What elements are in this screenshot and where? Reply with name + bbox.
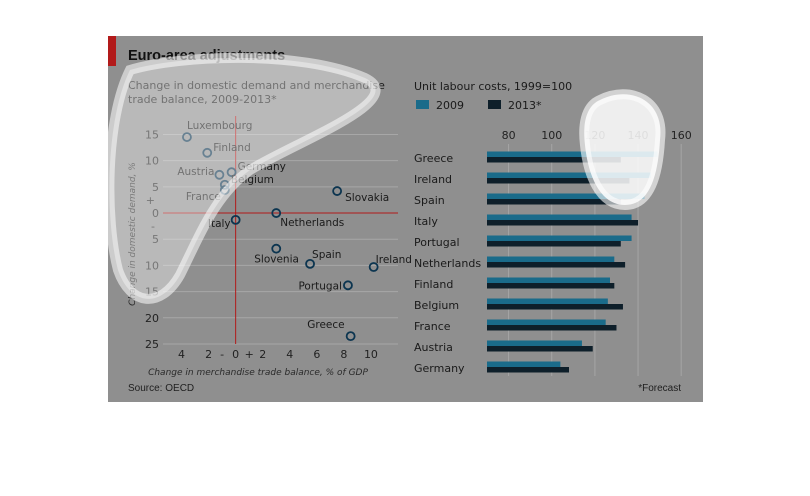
scatter-point [332, 186, 343, 196]
scatter-point [230, 214, 241, 225]
scatter-point [345, 331, 356, 342]
scatter-point [343, 280, 353, 291]
legend-label: 2009 [436, 99, 464, 112]
scatter-x-tick-label: 0 [232, 348, 239, 361]
scatter-y-tick-label: 5 [152, 181, 159, 194]
bar [487, 241, 621, 247]
scatter-point-label: Slovakia [345, 192, 389, 204]
scatter-x-tick-label: 4 [286, 348, 293, 361]
bar-chart: 20092013*80100120140160GreeceIrelandSpai… [414, 99, 692, 376]
scatter-point [202, 147, 213, 158]
bar-x-tick-label: 80 [502, 129, 516, 142]
bar-category-label: Spain [414, 194, 445, 207]
bar-category-label: France [414, 320, 451, 333]
scatter-y-sign-minus: - [151, 220, 155, 233]
bar [487, 304, 623, 310]
bar [487, 325, 617, 331]
scatter-point [271, 208, 282, 218]
scatter-x-tick-label: 4 [178, 348, 185, 361]
source-note: Source: OECD [128, 383, 195, 394]
bar-category-label: Austria [414, 341, 453, 354]
bar-x-tick-label: 100 [541, 129, 562, 142]
scatter-x-tick-label: 2 [205, 348, 212, 361]
scatter-x-axis-label: Change in merchandise trade balance, % o… [148, 368, 368, 378]
scatter-x-tick-label: 6 [313, 348, 320, 361]
bar [487, 283, 615, 289]
scatter-y-tick-label: 10 [145, 259, 159, 272]
bar-chart-title: Unit labour costs, 1999=100 [414, 80, 573, 93]
scatter-point-label: Luxembourg [187, 120, 252, 132]
bar [487, 151, 658, 157]
scatter-y-tick-label: 0 [152, 207, 159, 220]
bar-category-label: Germany [414, 362, 465, 375]
scatter-point [214, 169, 225, 180]
bar [487, 298, 608, 304]
scatter-x-sign-minus: - [220, 348, 224, 361]
bar [487, 277, 610, 283]
scatter-title: Change in domestic demand and merchandis… [128, 79, 385, 106]
scatter-y-tick-label: 10 [145, 155, 159, 168]
scatter-point-label: Austria [177, 166, 214, 178]
bar [487, 199, 621, 205]
bar [487, 157, 621, 163]
scatter-point-label: Italy [208, 218, 231, 230]
bar-category-label: Ireland [414, 173, 452, 186]
bar [487, 340, 582, 346]
bar [487, 193, 645, 199]
scatter-point-label: Netherlands [280, 217, 344, 229]
scatter-point-label: Portugal [298, 280, 342, 292]
scatter-point [226, 167, 237, 178]
legend-label: 2013* [508, 99, 542, 112]
scatter-point [368, 262, 379, 272]
forecast-footnote: *Forecast [638, 383, 681, 394]
bar [487, 235, 632, 241]
bar [487, 346, 593, 352]
scatter-point-label: Slovenia [254, 254, 299, 266]
bar [487, 361, 561, 367]
scatter-y-tick-label: 15 [145, 128, 159, 141]
scatter-point-label: Ireland [376, 254, 412, 266]
scatter-point-label: France [186, 191, 221, 203]
scatter-y-tick-label: 20 [145, 312, 159, 325]
scatter-y-tick-label: 5 [152, 233, 159, 246]
scatter-x-tick-label: 8 [340, 348, 347, 361]
scatter-y-sign-plus: + [146, 194, 155, 207]
bar [487, 178, 630, 184]
bar-x-tick-label: 160 [671, 129, 692, 142]
scatter-point-label: Finland [213, 142, 251, 154]
bar [487, 220, 639, 226]
bar [487, 367, 569, 373]
scatter-x-sign-plus: + [245, 348, 254, 361]
bar-category-label: Greece [414, 152, 453, 165]
scatter-point-label: Greece [307, 319, 344, 331]
bar-category-label: Belgium [414, 299, 459, 312]
bar-category-label: Finland [414, 278, 453, 291]
legend-swatch [488, 100, 501, 109]
bar [487, 172, 651, 178]
bar [487, 319, 606, 325]
scatter-point [182, 132, 192, 142]
bar-category-label: Portugal [414, 236, 460, 249]
bar [487, 214, 632, 220]
scatter-y-tick-label: 25 [145, 338, 159, 351]
bar [487, 262, 626, 268]
bar-category-label: Netherlands [414, 257, 481, 270]
legend-swatch [416, 100, 429, 109]
scatter-point [271, 243, 282, 254]
scatter-y-axis-label: Change in domestic demand, % [128, 162, 138, 306]
scatter-x-tick-label: 10 [364, 348, 378, 361]
bar-category-label: Italy [414, 215, 438, 228]
scatter-x-tick-label: 2 [259, 348, 266, 361]
scatter-point [305, 258, 315, 269]
bar [487, 256, 615, 262]
scatter-point-label: Spain [312, 249, 341, 261]
title-accent-bar [108, 36, 116, 66]
